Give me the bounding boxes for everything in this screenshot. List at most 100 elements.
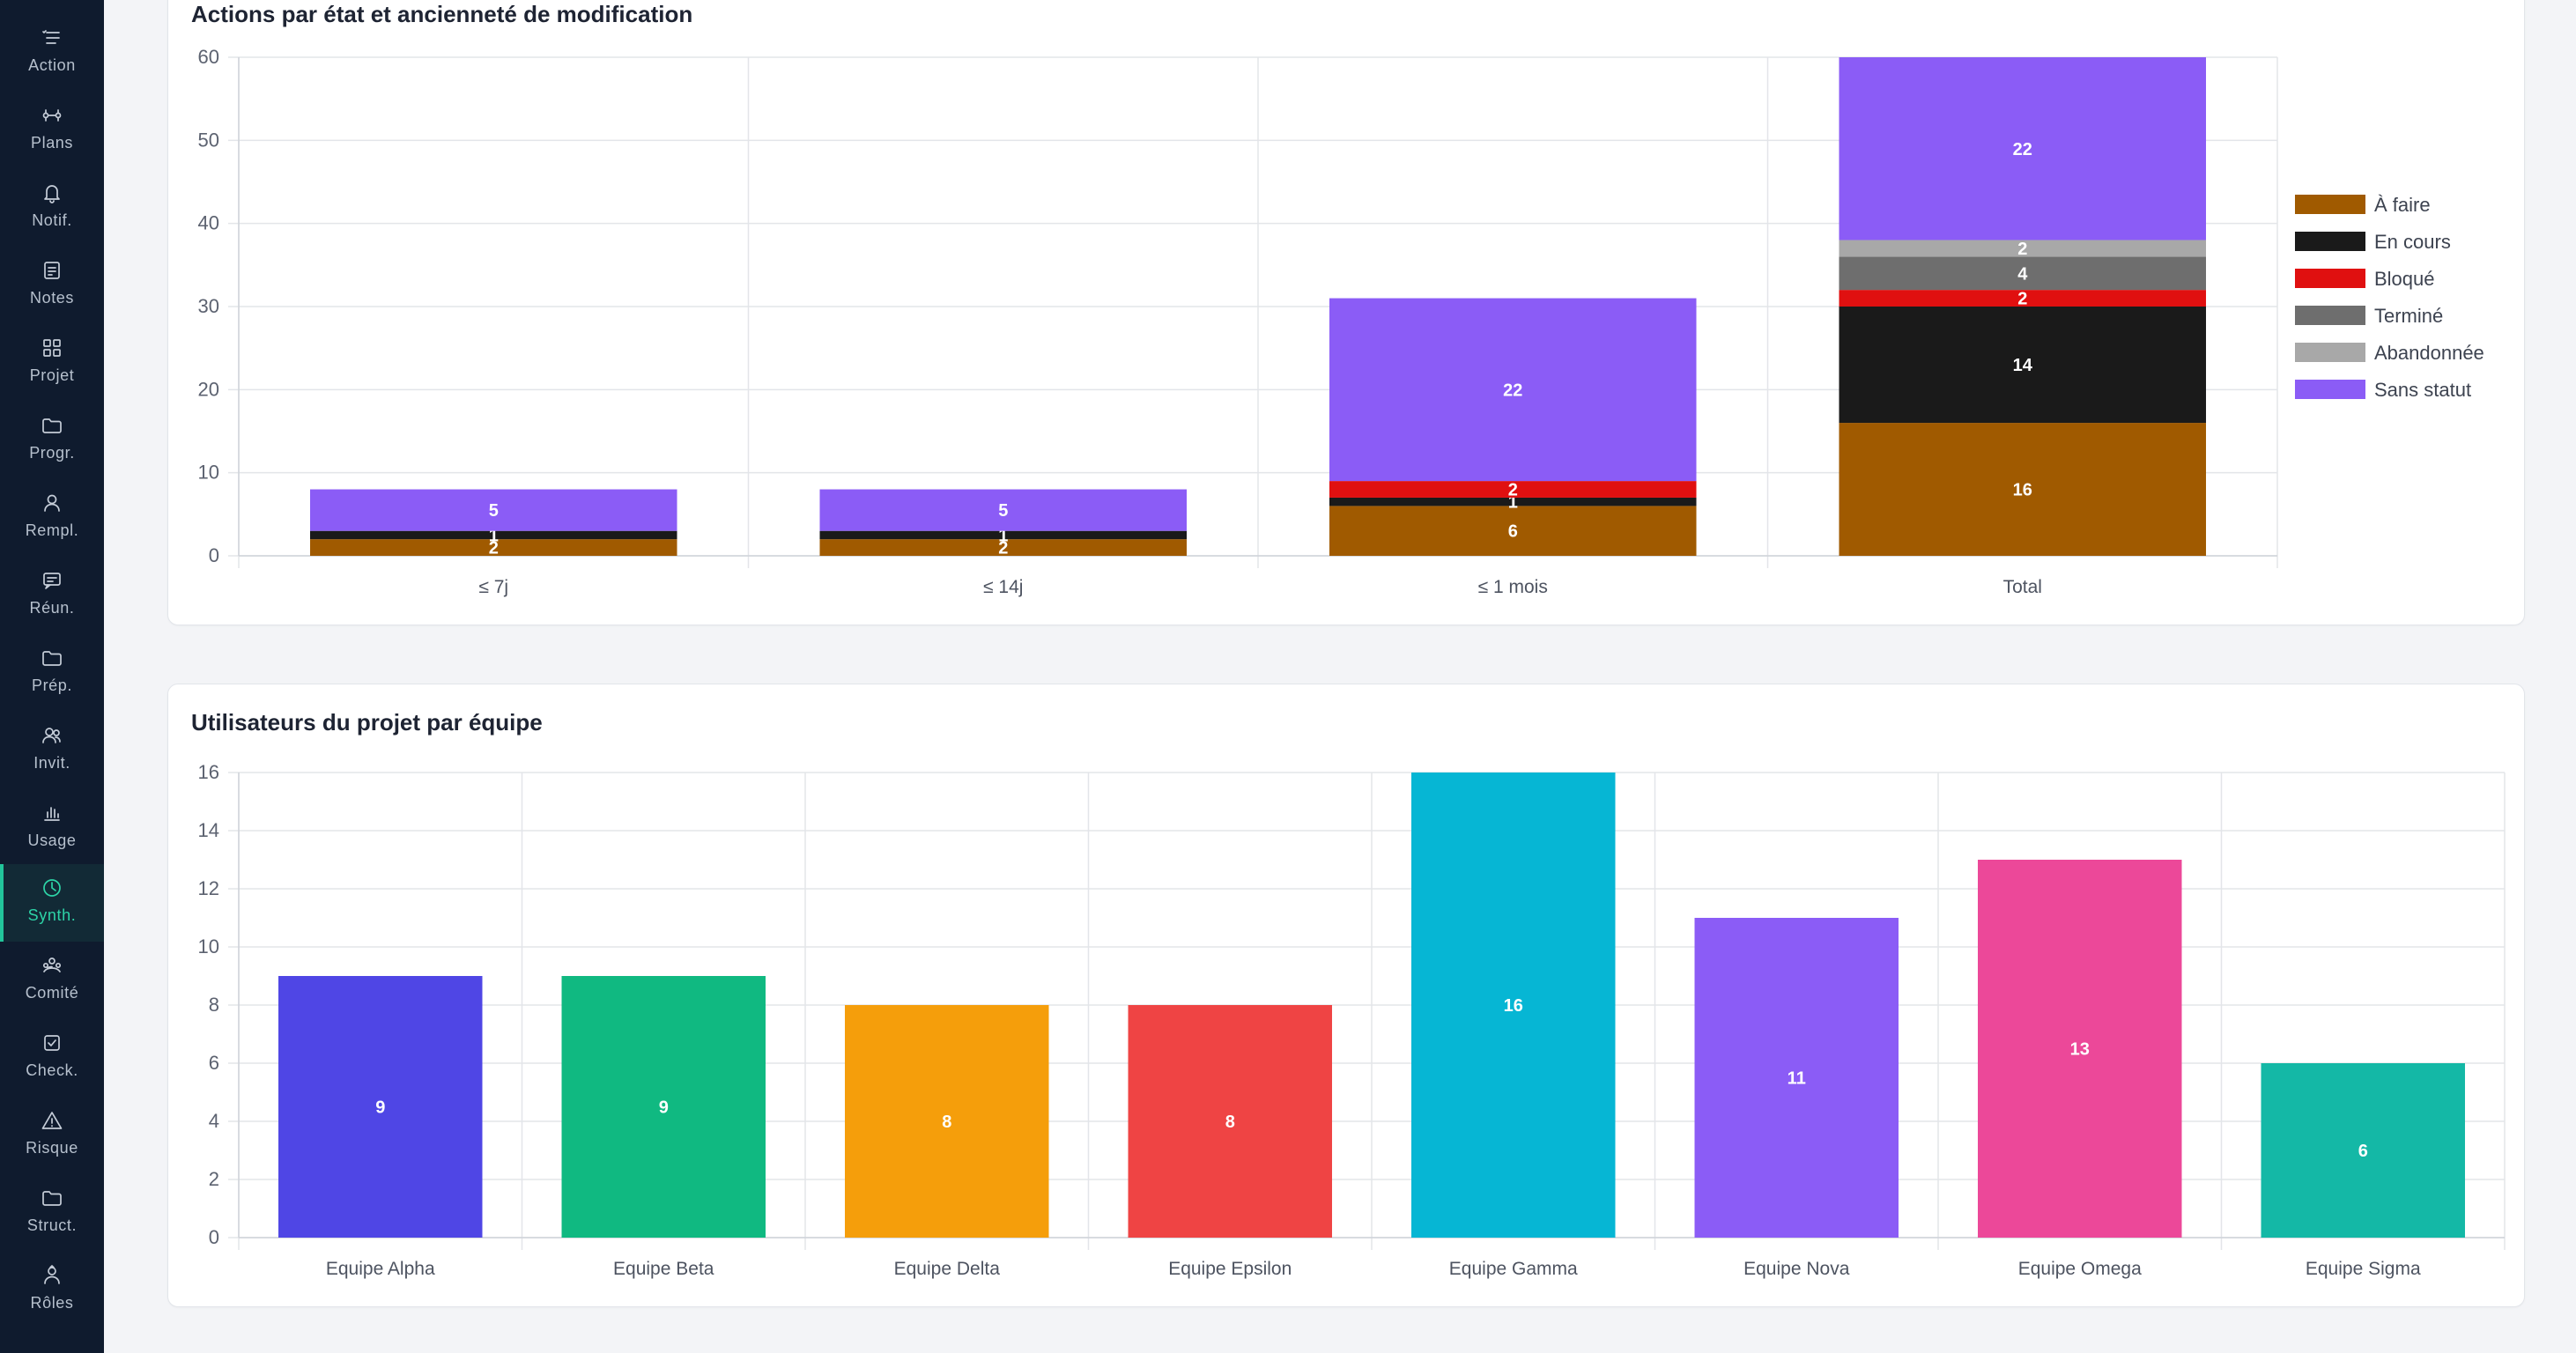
y-tick-label: 12 xyxy=(198,877,219,899)
bar-segment xyxy=(1839,290,2207,307)
sidebar-item-rempl[interactable]: Rempl. xyxy=(0,484,104,558)
sidebar-item-label: Prép. xyxy=(31,676,73,694)
data-label: 16 xyxy=(1504,996,1523,1016)
sidebar-item-rôles[interactable]: Rôles xyxy=(0,1257,104,1331)
sidebar-item-progr[interactable]: Progr. xyxy=(0,407,104,481)
sidebar-item-comité[interactable]: Comité xyxy=(0,947,104,1021)
bar xyxy=(1411,773,1616,1238)
y-tick-label: 0 xyxy=(209,544,219,566)
y-tick-label: 50 xyxy=(198,129,219,151)
sidebar-item-invit[interactable]: Invit. xyxy=(0,717,104,791)
bar xyxy=(561,976,766,1238)
actions-chart-title: Actions par état et ancienneté de modifi… xyxy=(191,1,693,27)
y-tick-label: 40 xyxy=(198,212,219,234)
bar-segment xyxy=(1839,423,2207,556)
sidebar-item-label: Progr. xyxy=(29,444,75,462)
sidebar-item-projet[interactable]: Projet xyxy=(0,329,104,403)
y-tick-label: 6 xyxy=(209,1052,219,1074)
x-tick-label: Equipe Epsilon xyxy=(1168,1259,1292,1279)
sidebar-item-label: Projet xyxy=(29,366,75,384)
y-tick-label: 0 xyxy=(209,1226,219,1248)
sidebar-item-label: Action xyxy=(28,56,76,74)
bar xyxy=(1128,1005,1332,1238)
x-tick-label: ≤ 7j xyxy=(478,577,508,597)
sidebar-item-label: Risque xyxy=(26,1139,78,1157)
note-icon xyxy=(39,257,65,284)
y-tick-label: 60 xyxy=(198,46,219,68)
bar-segment xyxy=(1839,57,2207,240)
users-by-team-bar-chart: 0 2 4 6 8 10 12 14 16 9 Equipe Alpha 9 Equipe Beta 8 E… xyxy=(198,761,2506,1279)
list-check-icon xyxy=(39,25,65,51)
data-label: 11 xyxy=(1788,1069,1806,1089)
sidebar-item-action[interactable]: Action xyxy=(0,19,104,93)
x-tick-label: Total xyxy=(2003,577,2042,597)
folder-icon xyxy=(39,645,65,671)
legend-label: En cours xyxy=(2374,231,2451,253)
checkbox-icon xyxy=(39,1030,65,1056)
bar xyxy=(278,976,483,1238)
legend-label: À faire xyxy=(2374,194,2431,216)
data-label: 6 xyxy=(2358,1142,2368,1161)
y-tick-label: 8 xyxy=(209,994,219,1016)
bar-segment xyxy=(309,539,677,556)
bar-segment xyxy=(1329,497,1697,506)
legend-swatch xyxy=(2295,232,2365,251)
bar-chart-icon xyxy=(39,800,65,826)
data-label: 2 xyxy=(2017,290,2027,309)
data-label: 2 xyxy=(2017,240,2027,259)
data-label: 2 xyxy=(489,539,499,558)
sidebar-item-plans[interactable]: Plans xyxy=(0,97,104,171)
sidebar-item-notes[interactable]: Notes xyxy=(0,252,104,326)
x-tick-label: Equipe Nova xyxy=(1743,1259,1850,1279)
sidebar-item-synth[interactable]: Synth. xyxy=(0,864,104,942)
sidebar-item-notif[interactable]: Notif. xyxy=(0,174,104,248)
x-tick-label: Equipe Gamma xyxy=(1449,1259,1578,1279)
user-icon xyxy=(39,490,65,516)
data-label: 4 xyxy=(2017,264,2028,284)
legend-label: Sans statut xyxy=(2374,379,2471,401)
sidebar-item-prép[interactable]: Prép. xyxy=(0,640,104,713)
sidebar-item-label: Rôles xyxy=(30,1294,74,1312)
grid-icon xyxy=(39,335,65,361)
y-tick-label: 14 xyxy=(198,819,219,841)
pie-chart-icon xyxy=(39,875,65,901)
sidebar-item-label: Plans xyxy=(30,134,74,152)
data-label: 2 xyxy=(998,539,1008,558)
legend-label: Bloqué xyxy=(2374,268,2435,290)
user-role-icon xyxy=(39,1262,65,1289)
x-tick-label: Equipe Beta xyxy=(613,1259,714,1279)
sidebar-item-réun[interactable]: Réun. xyxy=(0,562,104,636)
data-label: 5 xyxy=(998,501,1008,521)
connection-icon xyxy=(39,102,65,129)
bar-segment xyxy=(1329,298,1697,482)
bar xyxy=(845,1005,1049,1238)
sidebar-item-struct[interactable]: Struct. xyxy=(0,1179,104,1253)
sidebar: Action Plans Notif. Notes Projet Progr. Rempl.… xyxy=(0,0,104,1353)
legend-label: Abandonnée xyxy=(2374,342,2484,364)
bar-segment xyxy=(1839,256,2207,291)
sidebar-item-label: Struct. xyxy=(26,1216,78,1234)
bar-segment xyxy=(1839,307,2207,424)
data-label: 14 xyxy=(2013,356,2033,375)
folder-icon xyxy=(39,1185,65,1211)
data-label: 9 xyxy=(375,1098,385,1118)
y-tick-label: 20 xyxy=(198,378,219,400)
sidebar-item-label: Notes xyxy=(29,289,75,307)
sidebar-item-usage[interactable]: Usage xyxy=(0,795,104,869)
bell-icon xyxy=(39,180,65,206)
bar-segment xyxy=(819,489,1188,531)
bar-segment xyxy=(819,530,1188,540)
sidebar-item-risque[interactable]: Risque xyxy=(0,1102,104,1176)
data-label: 22 xyxy=(2013,140,2032,159)
sidebar-item-check[interactable]: Check. xyxy=(0,1024,104,1098)
x-tick-label: ≤ 14j xyxy=(983,577,1023,597)
legend-swatch xyxy=(2295,343,2365,362)
x-tick-label: Equipe Sigma xyxy=(2306,1259,2421,1279)
folder-icon xyxy=(39,412,65,439)
bar-segment xyxy=(819,539,1188,556)
data-label: 5 xyxy=(489,501,499,521)
data-label: 9 xyxy=(659,1098,669,1118)
x-tick-label: Equipe Alpha xyxy=(326,1259,435,1279)
bar-segment xyxy=(1329,481,1697,498)
data-label: 13 xyxy=(2070,1040,2090,1060)
